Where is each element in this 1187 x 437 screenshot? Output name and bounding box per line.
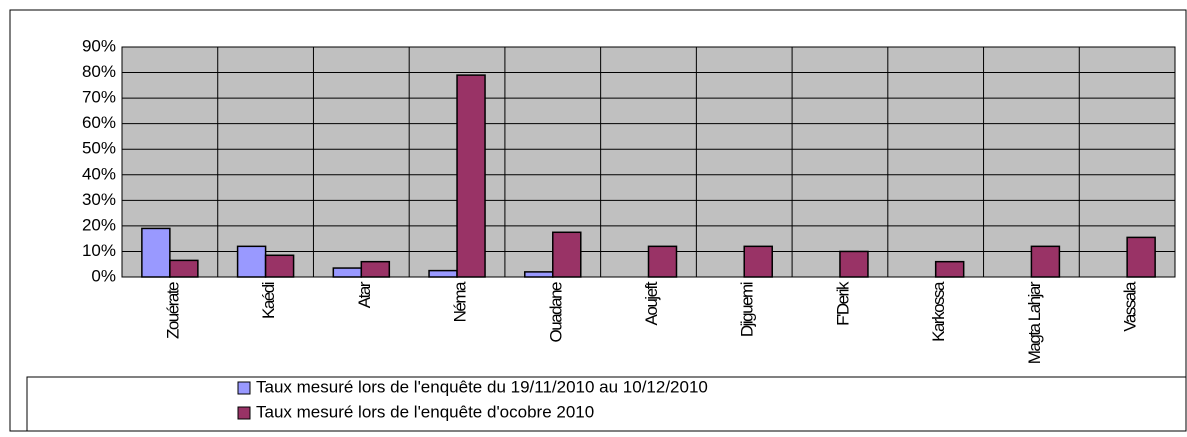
y-tick-label: 90% — [82, 36, 116, 55]
bar — [264, 254, 295, 278]
bar — [456, 74, 486, 278]
legend-swatch — [237, 381, 251, 395]
bar — [428, 269, 458, 278]
bar — [934, 260, 965, 278]
bar — [1126, 236, 1156, 278]
bar — [743, 245, 773, 278]
x-tick-label: F'Derik — [833, 281, 852, 326]
y-tick-label: 0% — [91, 266, 116, 285]
x-tick-label: Djiguemi — [738, 282, 757, 337]
y-tick-label: 40% — [82, 164, 116, 183]
bar — [552, 231, 582, 278]
x-tick-label: Magta Lahjar — [1025, 281, 1044, 364]
y-tick-label: 70% — [82, 88, 116, 107]
legend-box — [26, 376, 1187, 432]
bar — [524, 271, 554, 278]
y-tick-label: 30% — [82, 190, 116, 209]
x-tick-label: Néma — [451, 281, 470, 322]
x-tick-label: Vassala — [1121, 281, 1140, 332]
legend-label: Taux mesuré lors de l'enquête d'ocobre 2… — [256, 402, 594, 421]
bar — [1030, 245, 1061, 278]
y-tick-label: 10% — [82, 241, 116, 260]
x-tick-label: Aoujeft — [642, 281, 661, 325]
x-tick-label: Karkossa — [929, 281, 948, 342]
bar — [141, 227, 171, 278]
x-tick-label: Ouadane — [546, 282, 565, 342]
bar — [332, 267, 363, 278]
bar — [236, 245, 267, 278]
bar — [839, 250, 869, 278]
x-tick-label: Zouérate — [163, 282, 182, 339]
y-tick-label: 50% — [82, 139, 116, 158]
bar — [647, 245, 678, 278]
legend-swatch — [237, 406, 251, 420]
bar — [169, 259, 199, 278]
bar — [360, 260, 391, 278]
legend-label: Taux mesuré lors de l'enquête du 19/11/2… — [256, 377, 708, 396]
plot-area — [121, 46, 1176, 278]
x-tick-label: Atar — [355, 281, 374, 308]
y-tick-label: 20% — [82, 215, 116, 234]
y-tick-label: 60% — [82, 113, 116, 132]
y-tick-label: 80% — [82, 62, 116, 81]
x-tick-label: Kaédi — [259, 282, 278, 319]
